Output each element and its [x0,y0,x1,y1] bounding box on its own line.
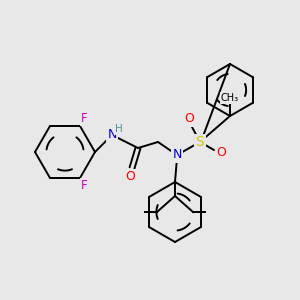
Text: S: S [196,135,204,149]
Text: CH₃: CH₃ [221,93,239,103]
Text: O: O [125,170,135,184]
Text: N: N [107,128,117,142]
Text: F: F [81,179,88,192]
Text: N: N [172,148,182,161]
Text: H: H [115,124,123,134]
Text: O: O [184,112,194,125]
Text: O: O [216,146,226,160]
Text: F: F [81,112,88,125]
